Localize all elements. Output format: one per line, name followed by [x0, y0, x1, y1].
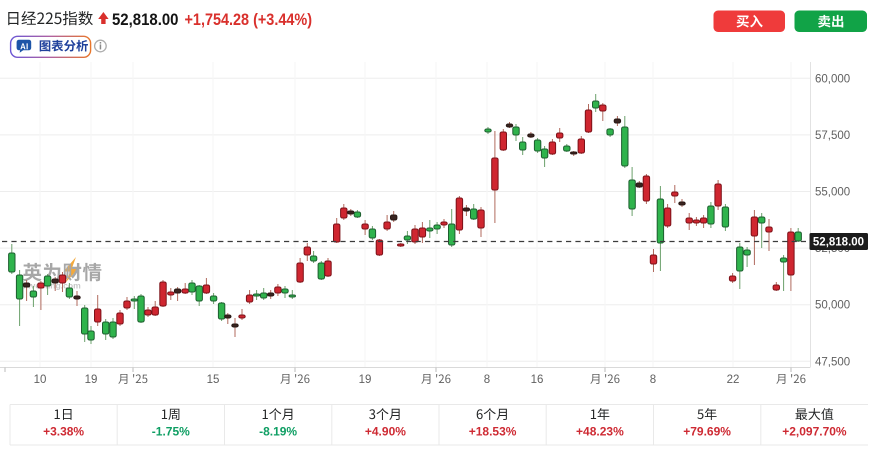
svg-text:55,000: 55,000	[815, 187, 850, 199]
svg-text:8: 8	[484, 374, 490, 386]
svg-text:22: 22	[727, 374, 740, 386]
svg-text:10: 10	[34, 374, 47, 386]
svg-text:-1.75%: -1.75%	[152, 425, 190, 439]
svg-text:50,000: 50,000	[815, 300, 850, 312]
svg-text:+18.53%: +18.53%	[469, 425, 517, 439]
svg-text:19: 19	[359, 374, 372, 386]
svg-text:60,000: 60,000	[815, 73, 850, 85]
svg-text:52,818.00: 52,818.00	[112, 10, 179, 29]
svg-text:47,500: 47,500	[815, 356, 850, 368]
svg-text:8: 8	[650, 374, 656, 386]
svg-text:+4.90%: +4.90%	[365, 425, 406, 439]
svg-text:Investing.com: Investing.com	[23, 281, 81, 291]
svg-text:57,500: 57,500	[815, 130, 850, 142]
svg-text:19: 19	[85, 374, 98, 386]
svg-text:-8.19%: -8.19%	[259, 425, 297, 439]
svg-text:16: 16	[531, 374, 544, 386]
svg-text:+48.23%: +48.23%	[576, 425, 624, 439]
svg-text:+2,097.70%: +2,097.70%	[782, 425, 847, 439]
svg-text:+1,754.28 (+3.44%): +1,754.28 (+3.44%)	[185, 10, 313, 29]
svg-text:+79.69%: +79.69%	[683, 425, 731, 439]
svg-text:15: 15	[207, 374, 220, 386]
svg-text:52,818.00: 52,818.00	[813, 237, 864, 249]
svg-text:+3.38%: +3.38%	[43, 425, 84, 439]
